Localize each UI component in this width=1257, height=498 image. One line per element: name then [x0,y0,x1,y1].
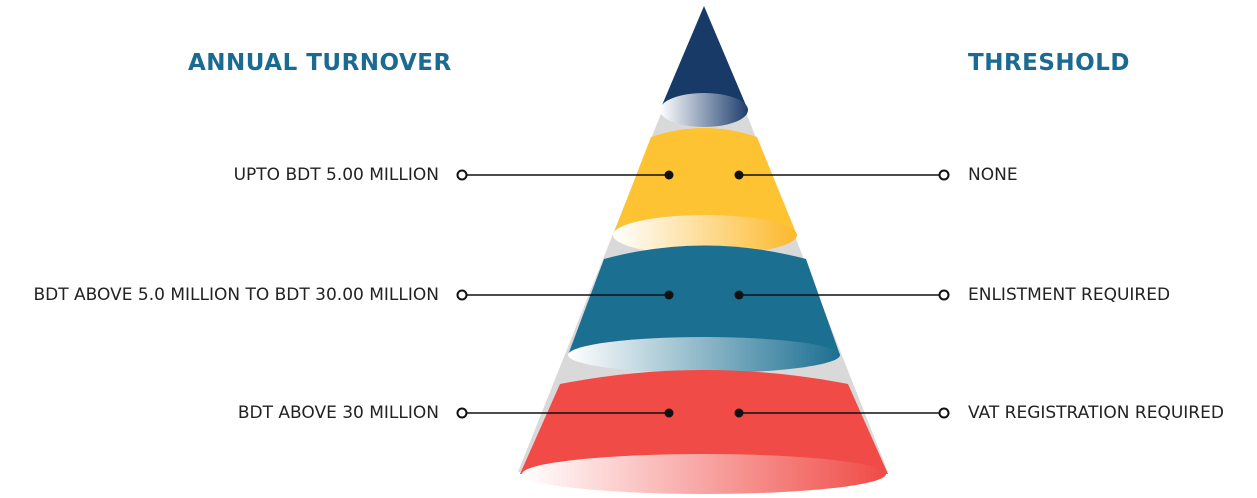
tier1-right-dot [734,170,744,180]
tier1-threshold-label: NONE [968,165,1018,185]
tier3-right-dot [734,408,744,418]
tier3-left-dot [664,408,674,418]
tier3-threshold-label: VAT REGISTRATION REQUIRED [968,403,1224,423]
tier3-rim [522,454,886,494]
tier1-rim [613,215,797,255]
tier1-turnover-label: UPTO BDT 5.00 MILLION [233,165,439,185]
tier2-band [568,245,840,355]
tier2-left-dot [664,290,674,300]
cone-tip [660,6,748,110]
tier1-right-marker [938,169,950,181]
cone-tip-rim [660,93,748,127]
tier3-turnover-label: BDT ABOVE 30 MILLION [237,403,439,423]
annual-turnover-heading: ANNUAL TURNOVER [188,50,452,76]
tier2-right-marker [938,289,950,301]
tier1-left-marker [456,169,468,181]
tier1-band [613,128,797,235]
threshold-heading: THRESHOLD [968,50,1130,76]
tier3-left-marker [456,407,468,419]
tier2-rim [568,337,840,373]
tier3-right-marker [938,407,950,419]
tier3-band [520,370,888,474]
tier2-left-marker [456,289,468,301]
tier2-threshold-label: ENLISTMENT REQUIRED [968,285,1171,305]
tier1-left-dot [664,170,674,180]
tier2-right-dot [734,290,744,300]
tier2-turnover-label: BDT ABOVE 5.0 MILLION TO BDT 30.00 MILLI… [33,285,440,305]
